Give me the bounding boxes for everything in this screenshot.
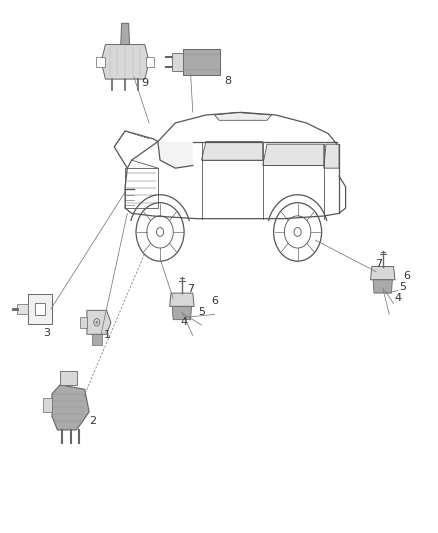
- Text: 7: 7: [187, 284, 194, 294]
- Text: 2: 2: [89, 416, 96, 426]
- Text: 7: 7: [375, 259, 382, 269]
- Polygon shape: [52, 385, 89, 430]
- Polygon shape: [170, 293, 194, 306]
- Polygon shape: [373, 280, 392, 293]
- Polygon shape: [121, 23, 130, 45]
- Text: 1: 1: [104, 329, 111, 340]
- Polygon shape: [28, 294, 52, 324]
- Polygon shape: [201, 142, 263, 160]
- Polygon shape: [87, 310, 111, 334]
- Polygon shape: [92, 334, 102, 345]
- Circle shape: [95, 321, 98, 324]
- Text: 4: 4: [395, 293, 402, 303]
- Polygon shape: [263, 144, 324, 165]
- Text: 3: 3: [43, 328, 50, 338]
- Polygon shape: [371, 266, 395, 280]
- Polygon shape: [146, 56, 154, 67]
- Polygon shape: [172, 53, 183, 71]
- Polygon shape: [17, 304, 28, 314]
- Polygon shape: [183, 49, 220, 75]
- Text: 5: 5: [399, 282, 406, 292]
- Text: 4: 4: [180, 317, 187, 327]
- Polygon shape: [101, 45, 149, 79]
- Text: 5: 5: [198, 306, 205, 317]
- Polygon shape: [35, 303, 45, 316]
- Polygon shape: [96, 56, 105, 67]
- Text: 8: 8: [224, 77, 231, 86]
- Polygon shape: [215, 112, 272, 120]
- Polygon shape: [60, 372, 77, 385]
- Polygon shape: [160, 142, 193, 168]
- Polygon shape: [81, 317, 87, 328]
- Text: 6: 6: [403, 271, 410, 280]
- Text: 6: 6: [211, 296, 218, 306]
- Polygon shape: [43, 398, 52, 412]
- Polygon shape: [324, 144, 339, 168]
- Text: 9: 9: [141, 78, 148, 88]
- Polygon shape: [172, 306, 191, 320]
